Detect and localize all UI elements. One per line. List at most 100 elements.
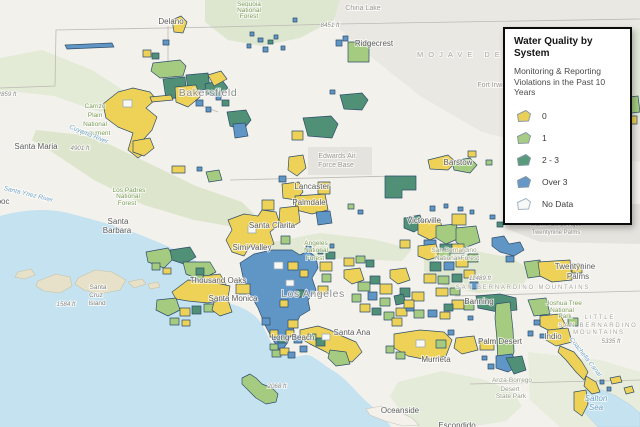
water-system-shape[interactable] [315,210,333,226]
water-system-shape[interactable] [391,317,403,327]
water-system-shape[interactable] [273,261,284,270]
water-system-shape[interactable] [302,115,339,139]
water-system-shape[interactable] [181,319,191,327]
water-system-shape[interactable] [149,94,174,103]
water-system-shape[interactable] [379,283,393,295]
water-system-shape[interactable] [317,285,329,295]
water-system-shape[interactable] [279,299,289,308]
water-system-shape[interactable] [545,327,573,347]
water-system-shape[interactable] [395,351,406,360]
water-system-shape[interactable] [567,317,579,327]
water-system-shape[interactable] [443,203,449,209]
water-system-shape[interactable] [479,339,495,351]
water-system-shape[interactable] [262,46,269,53]
water-system-shape[interactable] [395,307,408,317]
water-system-shape[interactable] [151,52,160,60]
water-system-shape[interactable] [221,99,230,107]
water-system-shape[interactable] [505,255,515,263]
water-system-shape[interactable] [451,213,467,226]
water-system-shape[interactable] [505,355,527,375]
water-system-shape[interactable] [455,257,469,268]
water-system-shape[interactable] [451,243,465,254]
water-system-shape[interactable] [485,159,493,166]
water-system-shape[interactable] [469,281,479,290]
water-system-shape[interactable] [293,335,303,344]
water-system-shape[interactable] [261,199,275,211]
water-system-shape[interactable] [469,209,475,215]
water-system-shape[interactable] [327,349,351,367]
water-system-shape[interactable] [347,203,355,210]
water-system-shape[interactable] [171,279,231,304]
water-system-shape[interactable] [169,317,180,326]
water-system-shape[interactable] [435,339,447,349]
water-system-shape[interactable] [280,235,291,245]
water-system-shape[interactable] [367,291,378,301]
water-system-shape[interactable] [455,225,481,249]
water-system-shape[interactable] [463,301,475,311]
water-system-shape[interactable] [291,130,304,141]
water-systems-layer[interactable] [64,15,640,417]
water-system-shape[interactable] [371,307,382,316]
water-system-shape[interactable] [527,330,534,337]
water-system-shape[interactable] [357,281,371,292]
water-system-shape[interactable] [64,42,115,50]
water-system-shape[interactable] [247,225,257,234]
water-system-shape[interactable] [423,273,437,284]
water-system-shape[interactable] [280,45,286,51]
water-system-shape[interactable] [287,154,307,177]
water-system-shape[interactable] [239,249,319,353]
water-system-shape[interactable] [246,43,252,49]
water-system-shape[interactable] [623,385,635,395]
water-system-shape[interactable] [385,345,395,354]
water-system-shape[interactable] [317,249,324,255]
water-system-shape[interactable] [443,303,454,312]
water-system-shape[interactable] [307,333,317,341]
water-system-shape[interactable] [343,257,355,267]
water-system-shape[interactable] [451,157,478,174]
water-system-shape[interactable] [417,243,441,261]
water-system-shape[interactable] [389,267,411,285]
water-system-shape[interactable] [269,343,279,351]
water-system-shape[interactable] [285,329,295,337]
water-system-shape[interactable] [277,335,287,344]
water-system-shape[interactable] [162,39,170,46]
water-system-shape[interactable] [383,311,395,321]
water-system-shape[interactable] [273,34,279,40]
water-system-shape[interactable] [609,375,623,385]
water-system-shape[interactable] [447,329,455,336]
water-system-shape[interactable] [122,99,133,108]
water-system-shape[interactable] [195,267,205,276]
water-system-shape[interactable] [132,137,155,157]
water-system-shape[interactable] [195,99,204,107]
water-system-shape[interactable] [321,333,331,341]
water-system-shape[interactable] [319,261,333,272]
water-system-shape[interactable] [467,150,477,158]
water-system-shape[interactable] [496,221,504,228]
water-system-shape[interactable] [384,175,417,199]
water-system-shape[interactable] [355,255,366,264]
water-system-shape[interactable] [299,269,309,278]
water-system-shape[interactable] [427,154,457,171]
water-system-shape[interactable] [171,165,186,174]
water-system-shape[interactable] [151,262,161,271]
water-system-shape[interactable] [437,275,450,285]
water-system-shape[interactable] [342,35,349,42]
water-system-shape[interactable] [235,283,251,295]
water-system-shape[interactable] [162,267,172,275]
water-system-shape[interactable] [451,273,463,283]
water-system-shape[interactable] [351,293,362,303]
water-system-shape[interactable] [357,209,364,215]
water-system-shape[interactable] [411,291,425,302]
water-system-shape[interactable] [292,17,298,23]
water-system-shape[interactable] [429,261,442,272]
water-system-shape[interactable] [249,31,255,37]
water-system-shape[interactable] [267,39,274,45]
water-system-shape[interactable] [399,239,411,249]
water-system-shape[interactable] [403,299,415,309]
water-system-shape[interactable] [491,235,525,257]
water-system-shape[interactable] [317,181,331,195]
water-system-shape[interactable] [102,87,158,159]
water-system-shape[interactable] [305,245,312,251]
water-system-shape[interactable] [329,243,335,249]
water-system-shape[interactable] [399,287,411,298]
